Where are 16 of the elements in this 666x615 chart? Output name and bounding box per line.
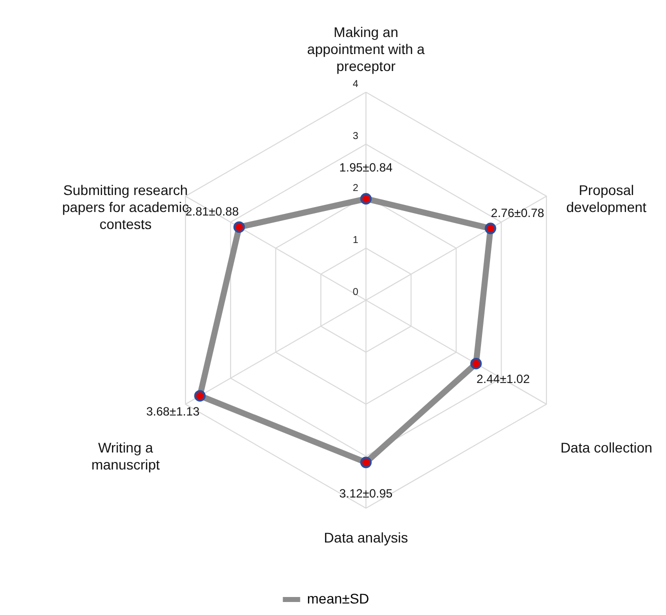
data-label: 1.95±0.84 [339, 160, 393, 175]
data-label: 2.76±0.78 [490, 206, 545, 220]
data-label: 3.68±1.13 [146, 404, 200, 418]
data-label: 2.44±1.02 [476, 372, 530, 386]
y-tick-label: 0 [352, 286, 359, 298]
y-tick-label: 1 [352, 234, 359, 246]
y-tick-label: 3 [352, 130, 359, 142]
spoke-label: Making an appointment with a preceptor [307, 24, 425, 74]
legend-label: mean±SD [307, 590, 370, 606]
spoke-label: Data analysis [324, 530, 408, 546]
spoke-label: Data collection [560, 439, 652, 456]
spoke-label: Writing a manuscript [91, 439, 160, 472]
spoke-label: Proposal development [566, 182, 647, 215]
data-label: 3.12±0.95 [339, 486, 393, 501]
y-tick-label: 4 [352, 78, 359, 90]
y-tick-label: 2 [352, 182, 359, 194]
